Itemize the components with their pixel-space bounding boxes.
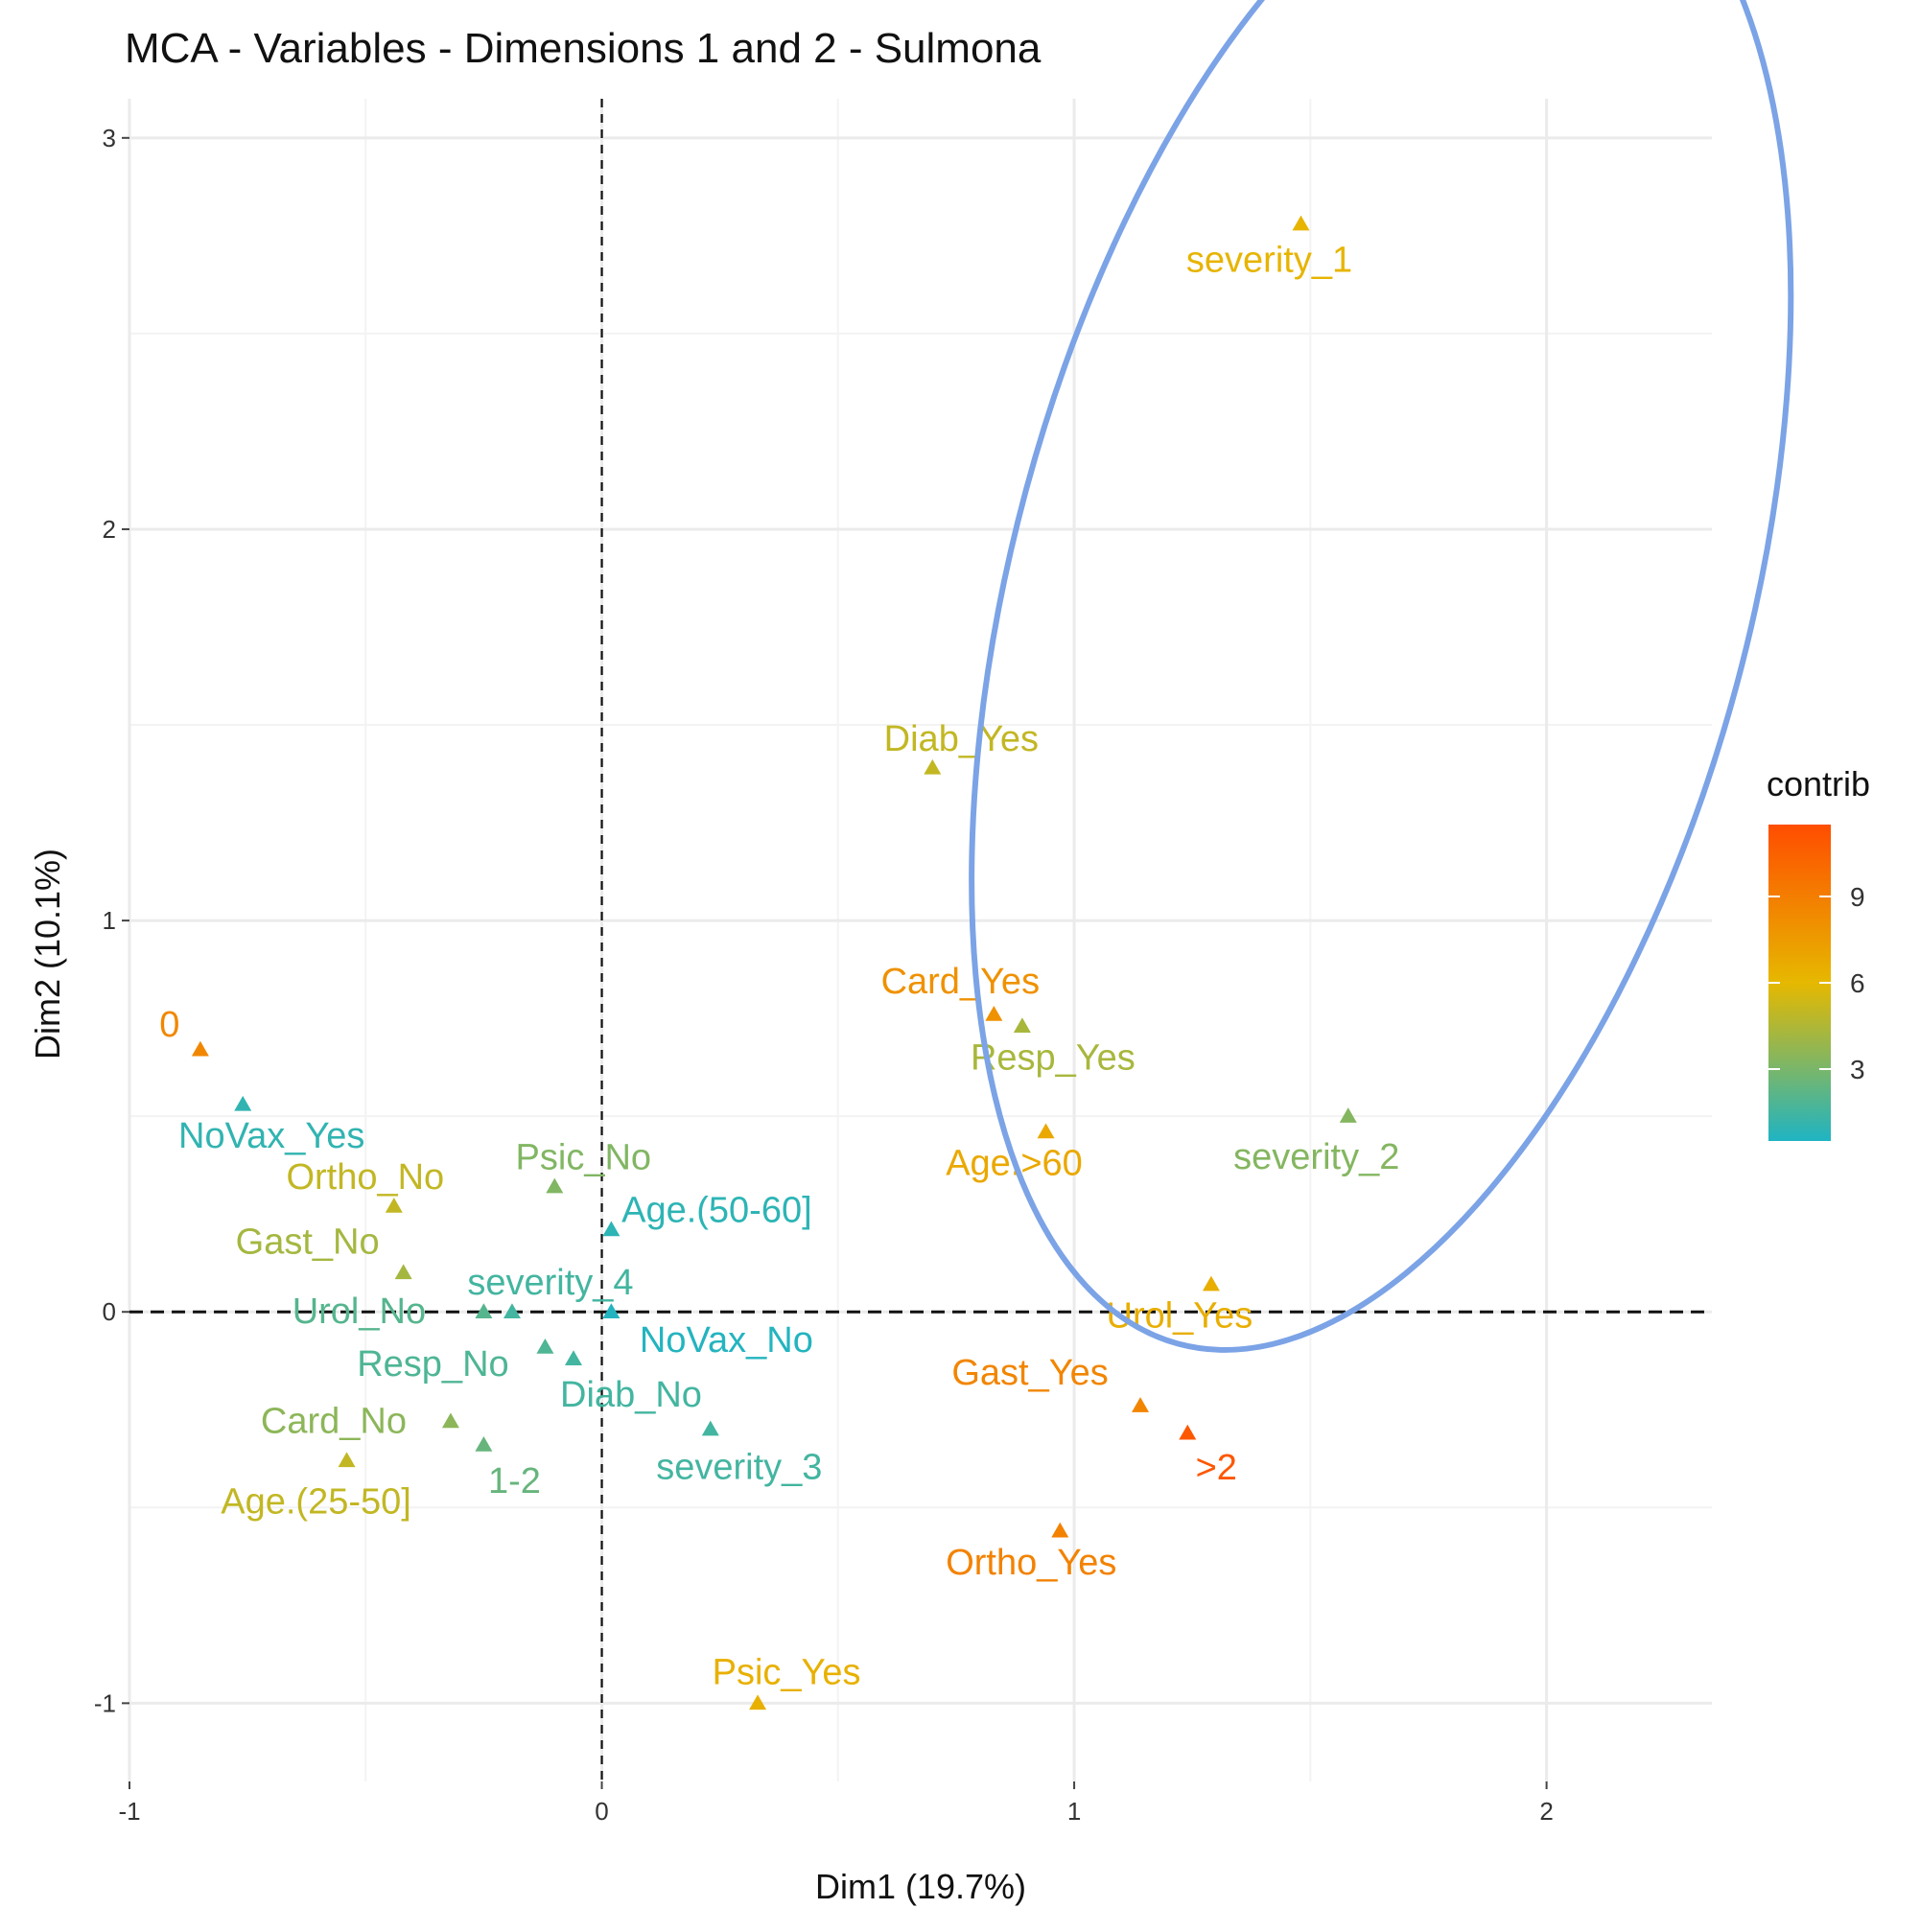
x-axis-title: Dim1 (19.7%) — [815, 1867, 1026, 1906]
point-marker — [385, 1198, 403, 1213]
point-marker — [602, 1303, 620, 1318]
point-label: Resp_No — [357, 1344, 508, 1385]
legend-ticks: 3 6 9 — [1768, 882, 1865, 1084]
legend-tick-label: 3 — [1850, 1055, 1865, 1084]
x-tick-label: -1 — [118, 1797, 140, 1826]
point-label: Resp_Yes — [971, 1037, 1136, 1078]
legend: contrib 3 6 9 — [1767, 764, 1870, 1141]
x-tick-label: 2 — [1539, 1797, 1553, 1826]
point-label: 0 — [159, 1005, 179, 1045]
point-marker — [1013, 1017, 1031, 1034]
point-label: Psic_Yes — [713, 1652, 861, 1692]
point-marker — [503, 1303, 521, 1318]
x-tick-label: 0 — [595, 1797, 608, 1826]
point-label: Urol_Yes — [1107, 1296, 1253, 1337]
points-layer: severity_1Diab_YesCard_YesResp_YesAge.>6… — [159, 215, 1399, 1711]
point-marker — [701, 1420, 719, 1436]
y-axis-title: Dim2 (10.1%) — [28, 849, 67, 1059]
legend-tick-label: 6 — [1850, 968, 1865, 998]
point-label: Card_No — [261, 1402, 407, 1442]
point-marker — [394, 1264, 412, 1280]
point-label: Ortho_No — [286, 1157, 444, 1198]
point-label: severity_4 — [467, 1263, 633, 1303]
point-marker — [602, 1221, 620, 1237]
point-marker — [1179, 1424, 1197, 1440]
point-marker — [1202, 1275, 1220, 1292]
point-marker — [1037, 1123, 1055, 1139]
point-label: Gast_No — [236, 1222, 380, 1262]
y-tick-label: 0 — [103, 1297, 116, 1326]
point-label: Psic_No — [516, 1138, 652, 1178]
point-label: Urol_No — [293, 1292, 426, 1332]
y-tick-label: 2 — [103, 515, 116, 544]
x-axis: -1 0 1 2 — [118, 1781, 1554, 1826]
point-label: Ortho_Yes — [946, 1543, 1116, 1583]
point-marker — [564, 1350, 582, 1365]
y-tick-label: -1 — [94, 1688, 116, 1717]
plot-panel — [129, 99, 1712, 1781]
point-label: severity_1 — [1186, 241, 1352, 281]
point-marker — [1051, 1522, 1069, 1538]
ellipse-layer — [969, 0, 1794, 1353]
point-label: 1-2 — [488, 1461, 541, 1501]
point-marker — [191, 1040, 209, 1057]
legend-title: contrib — [1767, 764, 1870, 803]
point-marker — [536, 1338, 554, 1354]
point-label: Age.(25-50] — [221, 1481, 411, 1522]
point-marker — [1339, 1107, 1357, 1123]
point-label: Diab_Yes — [884, 719, 1039, 759]
point-label: Gast_Yes — [951, 1353, 1108, 1393]
y-axis: -1 0 1 2 3 — [94, 124, 129, 1717]
point-label: NoVax_No — [640, 1320, 813, 1361]
point-label: NoVax_Yes — [178, 1116, 364, 1156]
highlight-ellipse — [969, 0, 1794, 1353]
point-marker — [924, 758, 942, 775]
point-marker — [338, 1452, 356, 1468]
point-marker — [1292, 215, 1310, 231]
point-marker — [749, 1694, 767, 1711]
point-marker — [475, 1436, 493, 1452]
reference-lines — [129, 99, 1712, 1781]
y-tick-label: 3 — [103, 124, 116, 152]
point-marker — [234, 1095, 252, 1111]
minor-grid — [129, 99, 1712, 1781]
point-marker — [1132, 1397, 1150, 1412]
point-marker — [475, 1303, 493, 1318]
point-label: Diab_No — [560, 1375, 702, 1415]
x-tick-label: 1 — [1067, 1797, 1081, 1826]
point-label: severity_2 — [1233, 1137, 1399, 1177]
point-marker — [441, 1412, 459, 1429]
point-label: Age.(50-60] — [621, 1191, 812, 1231]
point-marker — [985, 1006, 1003, 1021]
legend-tick-label: 9 — [1850, 882, 1865, 912]
chart-title: MCA - Variables - Dimensions 1 and 2 - S… — [125, 25, 1042, 72]
point-label: Card_Yes — [881, 962, 1041, 1002]
point-marker — [546, 1177, 564, 1194]
y-tick-label: 1 — [103, 906, 116, 935]
point-label: severity_3 — [656, 1448, 822, 1488]
point-label: >2 — [1196, 1448, 1237, 1488]
